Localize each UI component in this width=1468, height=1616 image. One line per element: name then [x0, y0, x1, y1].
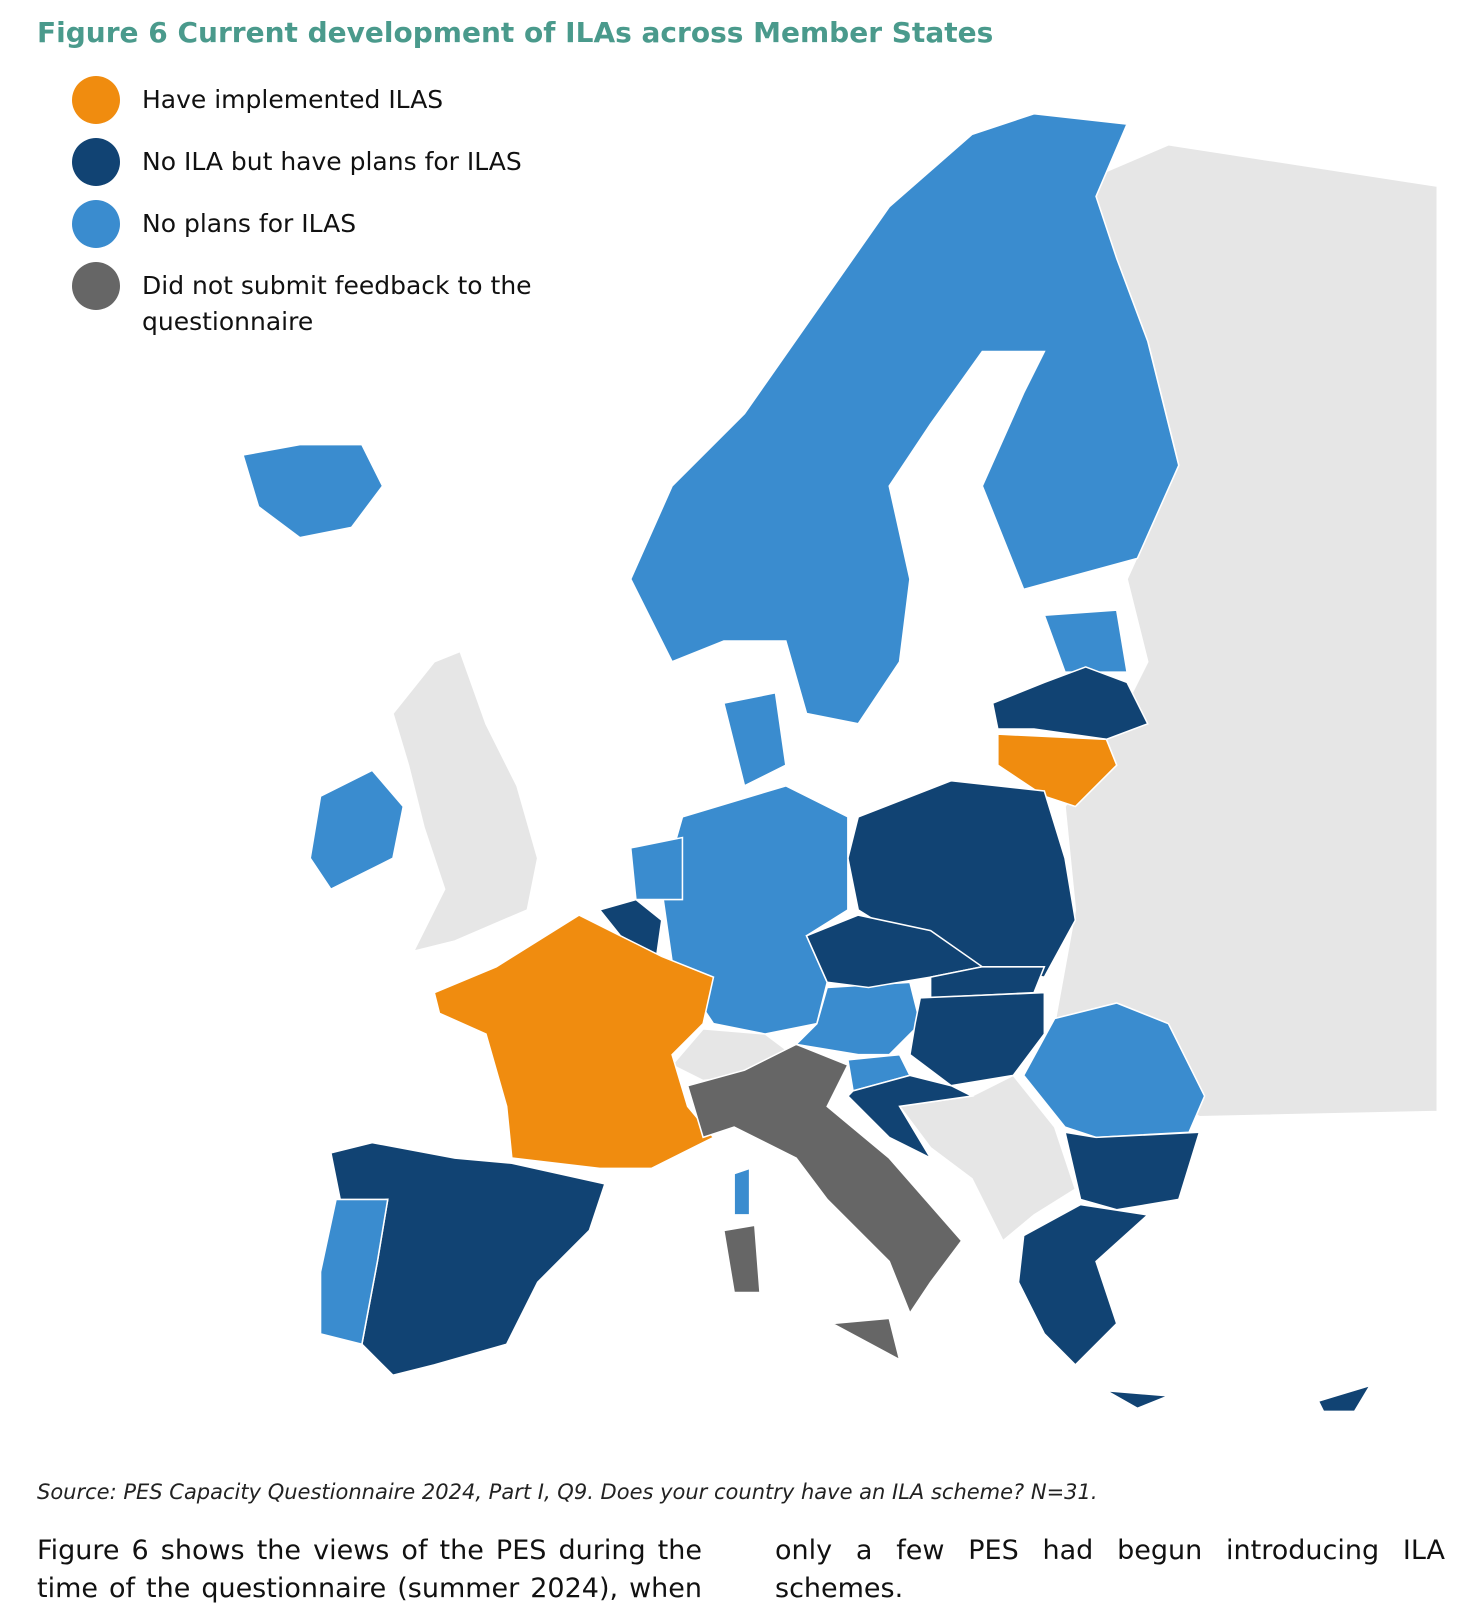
- country: [991, 666, 1149, 741]
- country: [929, 966, 1046, 999]
- country: [309, 769, 405, 891]
- legend-label: No ILA but have plans for ILAS: [142, 147, 522, 176]
- legend-item: No plans for ILAS: [72, 200, 592, 248]
- country: [1064, 1131, 1201, 1211]
- non-eu-region: [392, 650, 539, 953]
- country: [1043, 609, 1128, 673]
- body-text: Figure 6 shows the views of the PES duri…: [37, 1535, 702, 1604]
- country: [1105, 1389, 1169, 1410]
- legend-swatch: [72, 76, 120, 124]
- country: [629, 836, 684, 901]
- country: [241, 443, 384, 539]
- source-note: Source: PES Capacity Questionnaire 2024,…: [37, 1480, 1098, 1504]
- legend-swatch: [72, 200, 120, 248]
- legend-label: Did not submit feedback to the questionn…: [142, 271, 532, 336]
- country: [1317, 1384, 1372, 1413]
- country: [846, 1074, 975, 1160]
- legend-item: Did not submit feedback to the questionn…: [72, 262, 592, 340]
- country: [598, 898, 663, 958]
- country: [997, 733, 1118, 808]
- legend-item: No ILA but have plans for ILAS: [72, 138, 592, 186]
- country: [629, 112, 1180, 725]
- country: [733, 1167, 751, 1216]
- country: [1017, 1203, 1150, 1366]
- country: [319, 1198, 389, 1346]
- country: [686, 1043, 963, 1315]
- figure-title: Figure 6 Current development of ILAs acr…: [37, 16, 994, 49]
- country: [722, 691, 787, 787]
- country: [433, 914, 715, 1170]
- country: [722, 1224, 761, 1294]
- non-eu-region: [898, 1074, 1077, 1243]
- country: [829, 1317, 901, 1362]
- legend-swatch: [72, 138, 120, 186]
- country: [794, 981, 922, 1056]
- legend-swatch: [72, 262, 120, 310]
- legend-label: No plans for ILAS: [142, 209, 357, 238]
- legend-label: Have implemented ILAS: [142, 85, 444, 114]
- europe-map: [241, 112, 1439, 1413]
- country: [1022, 1002, 1206, 1139]
- body-text: only a few PES had begun introducing ILA…: [775, 1535, 1445, 1604]
- country: [909, 991, 1046, 1087]
- legend: Have implemented ILAS No ILA but have pla…: [72, 76, 592, 354]
- legend-item: Have implemented ILAS: [72, 76, 592, 124]
